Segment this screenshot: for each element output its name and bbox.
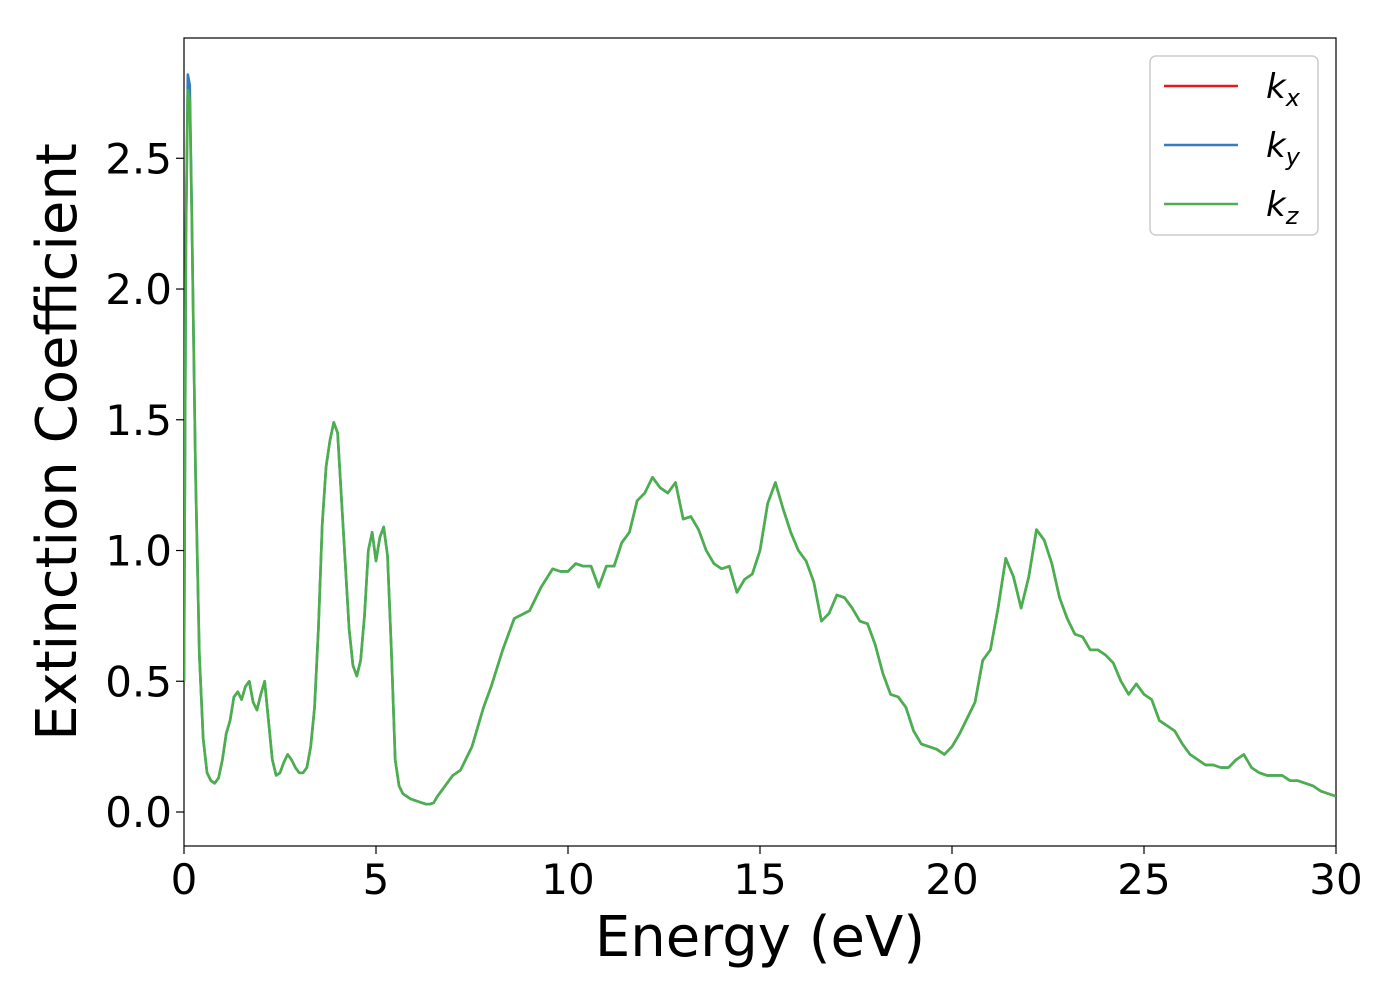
- legend-label-main: k: [1266, 126, 1287, 166]
- x-axis: 0 5 10 15 20 25 30: [171, 846, 1363, 904]
- x-tick-label: 25: [1117, 855, 1170, 904]
- y-tick-label: 0.5: [105, 657, 172, 706]
- x-tick-label: 15: [733, 855, 786, 904]
- legend-label-subscript: y: [1285, 143, 1301, 171]
- y-tick-label: 1.5: [105, 396, 172, 445]
- series-line-kz: [184, 89, 1336, 806]
- y-tick-label: 2.0: [105, 265, 172, 314]
- x-tick-label: 30: [1309, 855, 1362, 904]
- legend-label-kz: kz: [1266, 185, 1300, 230]
- x-tick-label: 0: [171, 855, 198, 904]
- x-tick-label: 5: [363, 855, 390, 904]
- x-tick-label: 10: [541, 855, 594, 904]
- legend-label-kx: kx: [1266, 67, 1301, 112]
- x-axis-title: Energy (eV): [595, 905, 925, 970]
- legend-label-subscript: z: [1285, 202, 1300, 230]
- legend-label-main: k: [1266, 185, 1287, 225]
- legend-label-ky: ky: [1266, 126, 1301, 171]
- y-axis-title: Extinction Coefficient: [25, 143, 90, 741]
- y-tick-label: 2.5: [105, 134, 172, 183]
- y-axis: 0.0 0.5 1.0 1.5 2.0 2.5: [105, 134, 184, 837]
- y-tick-label: 0.0: [105, 788, 172, 837]
- x-tick-label: 20: [925, 855, 978, 904]
- legend-label-main: k: [1266, 67, 1287, 107]
- series-layer: [184, 73, 1336, 806]
- y-tick-label: 1.0: [105, 527, 172, 576]
- legend-label-subscript: x: [1285, 84, 1301, 112]
